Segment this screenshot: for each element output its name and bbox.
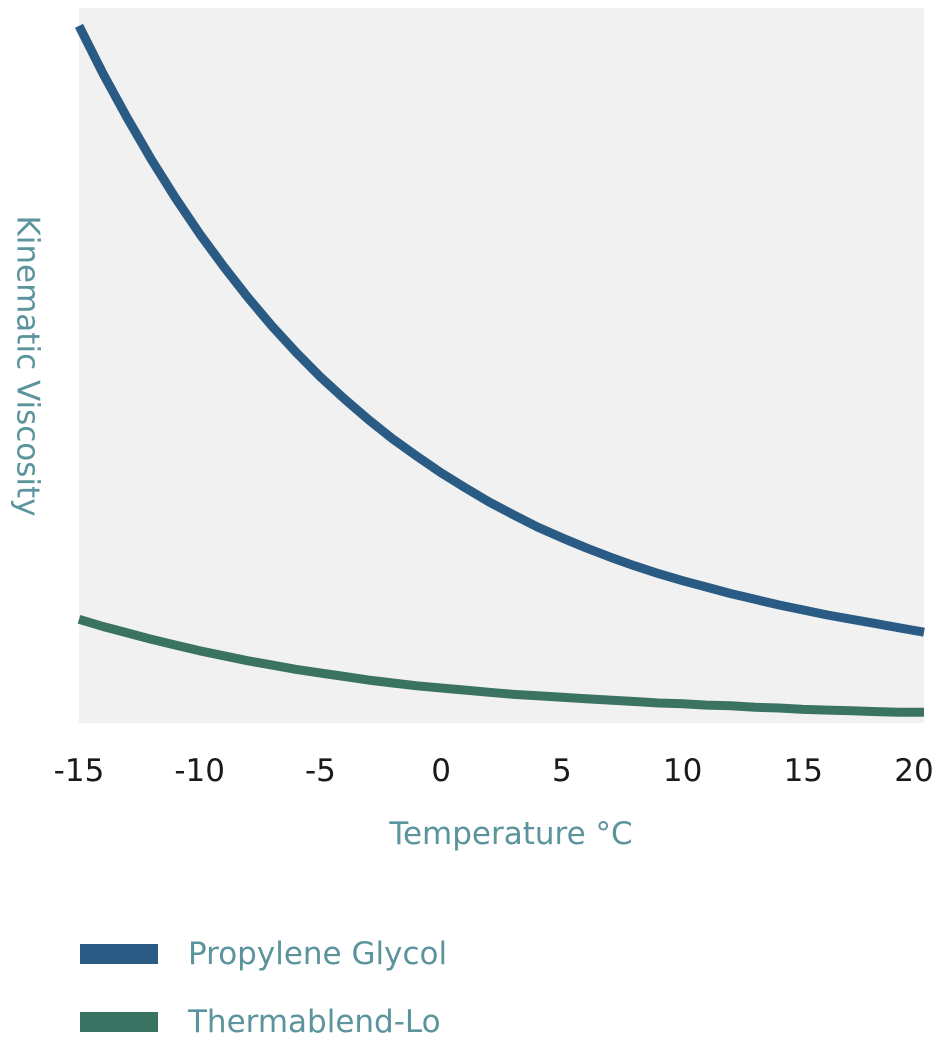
series-line-propylene-glycol	[74, 23, 925, 637]
x-tick-label: 20	[894, 753, 933, 789]
x-tick-labels: -15 -10 -5 0 5 10 15 20	[54, 753, 934, 789]
x-tick-label: 5	[552, 753, 572, 789]
x-tick-label: -15	[54, 753, 105, 789]
x-tick-label: 10	[663, 753, 702, 789]
x-tick-label: -10	[174, 753, 225, 789]
legend: Propylene Glycol Thermablend-Lo	[80, 920, 447, 1056]
viscosity-chart: -15 -10 -5 0 5 10 15 20 Temperature °C Kinemati…	[10, 8, 934, 852]
series-layer	[74, 23, 925, 717]
legend-swatch-propylene-glycol	[80, 944, 158, 964]
legend-label-propylene-glycol: Propylene Glycol	[188, 936, 448, 972]
legend-item-thermablend-lo: Thermablend-Lo	[80, 988, 447, 1056]
x-axis-title: Temperature °C	[388, 816, 632, 852]
plot-area	[79, 8, 924, 723]
series-line-thermablend-lo	[77, 614, 924, 717]
legend-label-thermablend-lo: Thermablend-Lo	[188, 1004, 441, 1040]
x-tick-label: 0	[431, 753, 451, 789]
legend-item-propylene-glycol: Propylene Glycol	[80, 920, 447, 988]
y-axis-title: Kinematic Viscosity	[10, 215, 46, 516]
legend-swatch-thermablend-lo	[80, 1012, 158, 1032]
x-tick-label: -5	[305, 753, 336, 789]
x-tick-label: 15	[784, 753, 823, 789]
